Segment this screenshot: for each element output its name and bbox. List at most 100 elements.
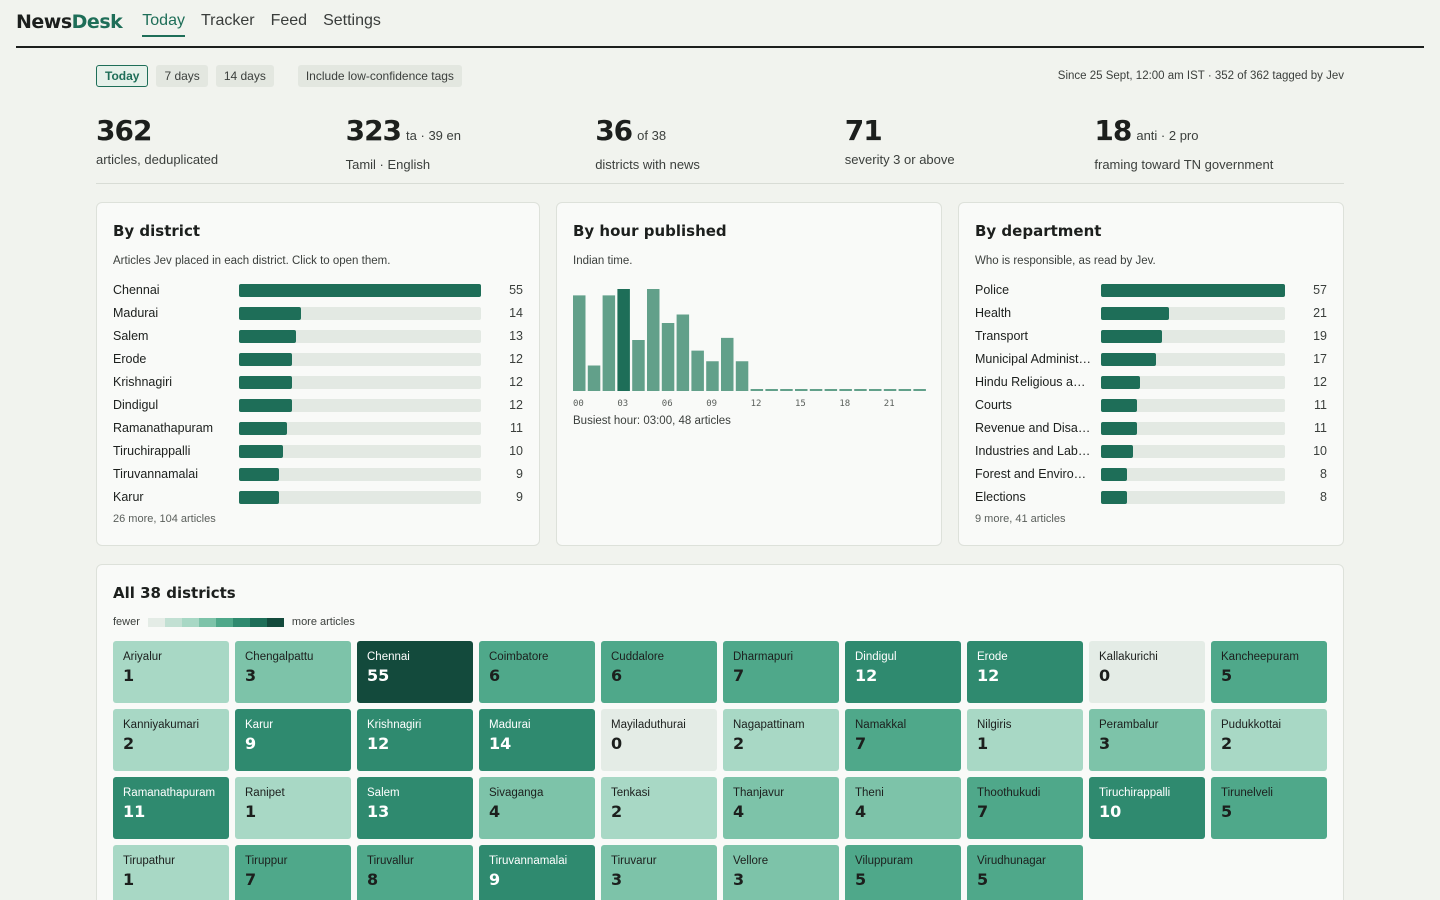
district-tile[interactable]: Kancheepuram 5 xyxy=(1211,641,1327,703)
district-tile[interactable]: Dharmapuri 7 xyxy=(723,641,839,703)
hour-bar[interactable] xyxy=(765,389,778,391)
low-confidence-toggle[interactable]: Include low-confidence tags xyxy=(297,65,462,87)
hour-bar[interactable] xyxy=(691,350,704,391)
hour-bar[interactable] xyxy=(573,295,586,391)
more-districts-link[interactable]: 26 more, 104 articles xyxy=(113,513,216,525)
department-row[interactable]: Revenue and Disas… 11 xyxy=(975,419,1327,437)
range-chip-today[interactable]: Today xyxy=(96,65,149,87)
hour-bar[interactable] xyxy=(824,389,838,391)
hour-bar[interactable] xyxy=(617,289,630,391)
department-row[interactable]: Municipal Administ… 17 xyxy=(975,350,1327,368)
district-tile[interactable]: Tiruvallur 8 xyxy=(357,845,473,900)
hour-bar[interactable] xyxy=(795,389,808,391)
hour-bar[interactable] xyxy=(676,314,690,392)
hour-bar[interactable] xyxy=(780,389,793,391)
district-tile[interactable]: Chennai 55 xyxy=(357,641,473,703)
district-tile-name: Ramanathapuram xyxy=(123,787,216,799)
nav-tab-today[interactable]: Today xyxy=(142,12,185,37)
district-tile[interactable]: Viluppuram 5 xyxy=(845,845,961,900)
district-tile[interactable]: Erode 12 xyxy=(967,641,1083,703)
district-tile[interactable]: Madurai 14 xyxy=(479,709,595,771)
hour-bar[interactable] xyxy=(809,389,823,391)
hour-bar[interactable] xyxy=(721,337,734,391)
district-tile[interactable]: Ramanathapuram 11 xyxy=(113,777,229,839)
district-tile[interactable]: Mayiladuthurai 0 xyxy=(601,709,717,771)
district-tile[interactable]: Pudukkottai 2 xyxy=(1211,709,1327,771)
district-tile[interactable]: Tenkasi 2 xyxy=(601,777,717,839)
district-tile[interactable]: Cuddalore 6 xyxy=(601,641,717,703)
district-tile[interactable]: Perambalur 3 xyxy=(1089,709,1205,771)
district-row[interactable]: Ramanathapuram 11 xyxy=(113,419,523,437)
district-tile[interactable]: Dindigul 12 xyxy=(845,641,961,703)
hour-bar[interactable] xyxy=(661,323,675,391)
district-tile[interactable]: Vellore 3 xyxy=(723,845,839,900)
district-tile[interactable]: Tiruvarur 3 xyxy=(601,845,717,900)
nav-tab-tracker[interactable]: Tracker xyxy=(200,12,255,29)
district-tile[interactable]: Virudhunagar 5 xyxy=(967,845,1083,900)
nav-tab-settings[interactable]: Settings xyxy=(323,12,381,29)
district-row[interactable]: Erode 12 xyxy=(113,350,523,368)
hour-bar[interactable] xyxy=(883,389,897,391)
district-tile[interactable]: Coimbatore 6 xyxy=(479,641,595,703)
hour-bar[interactable] xyxy=(839,389,852,391)
district-row[interactable]: Dindigul 12 xyxy=(113,396,523,414)
stat-sub: anti · 2 pro xyxy=(1136,128,1199,143)
district-tile-count: 14 xyxy=(489,734,512,753)
department-row[interactable]: Forest and Environ… 8 xyxy=(975,465,1327,483)
district-tile[interactable]: Thoothukudi 7 xyxy=(967,777,1083,839)
district-tile[interactable]: Sivaganga 4 xyxy=(479,777,595,839)
district-tile[interactable]: Krishnagiri 12 xyxy=(357,709,473,771)
nav-tab-feed[interactable]: Feed xyxy=(270,12,308,29)
district-tile[interactable]: Tirunelveli 5 xyxy=(1211,777,1327,839)
hour-bar[interactable] xyxy=(854,389,867,391)
hour-bar[interactable] xyxy=(587,365,601,392)
hour-bar[interactable] xyxy=(869,389,882,391)
district-tile[interactable]: Tiruchirappalli 10 xyxy=(1089,777,1205,839)
app-logo[interactable]: NewsDesk xyxy=(16,11,123,33)
district-row[interactable]: Karur 9 xyxy=(113,488,523,506)
hour-bar[interactable] xyxy=(750,389,764,391)
department-row[interactable]: Elections 8 xyxy=(975,488,1327,506)
hour-bar[interactable] xyxy=(913,389,926,391)
district-row[interactable]: Chennai 55 xyxy=(113,281,523,299)
district-tile[interactable]: Chengalpattu 3 xyxy=(235,641,351,703)
district-row[interactable]: Krishnagiri 12 xyxy=(113,373,523,391)
hour-bar[interactable] xyxy=(602,295,616,391)
district-tile[interactable]: Karur 9 xyxy=(235,709,351,771)
hour-tick-label: 00 xyxy=(573,399,584,409)
district-tile-count: 0 xyxy=(611,734,623,753)
district-tile[interactable]: Thanjavur 4 xyxy=(723,777,839,839)
hour-bar[interactable] xyxy=(735,361,749,391)
district-tile[interactable]: Tirupathur 1 xyxy=(113,845,229,900)
district-tile[interactable]: Kallakurichi 0 xyxy=(1089,641,1205,703)
range-chip-14-days[interactable]: 14 days xyxy=(215,65,274,87)
district-row[interactable]: Salem 13 xyxy=(113,327,523,345)
district-tile[interactable]: Tiruppur 7 xyxy=(235,845,351,900)
district-tile-count: 13 xyxy=(367,802,390,821)
district-row[interactable]: Tiruchirappalli 10 xyxy=(113,442,523,460)
card-title: By department xyxy=(975,222,1102,240)
district-tile[interactable]: Salem 13 xyxy=(357,777,473,839)
district-tile[interactable]: Kanniyakumari 2 xyxy=(113,709,229,771)
hour-bar[interactable] xyxy=(898,389,912,391)
department-row[interactable]: Transport 19 xyxy=(975,327,1327,345)
district-tile[interactable]: Tiruvannamalai 9 xyxy=(479,845,595,900)
hour-bar[interactable] xyxy=(632,340,645,391)
department-row[interactable]: Police 57 xyxy=(975,281,1327,299)
district-tile[interactable]: Theni 4 xyxy=(845,777,961,839)
department-row[interactable]: Industries and Lab… 10 xyxy=(975,442,1327,460)
department-row[interactable]: Health 21 xyxy=(975,304,1327,322)
district-tile[interactable]: Nagapattinam 2 xyxy=(723,709,839,771)
district-tile[interactable]: Ariyalur 1 xyxy=(113,641,229,703)
department-row[interactable]: Hindu Religious an… 12 xyxy=(975,373,1327,391)
hour-bar[interactable] xyxy=(706,361,719,391)
district-row[interactable]: Tiruvannamalai 9 xyxy=(113,465,523,483)
district-row[interactable]: Madurai 14 xyxy=(113,304,523,322)
hour-bar[interactable] xyxy=(647,289,660,391)
range-chip-7-days[interactable]: 7 days xyxy=(156,65,208,87)
district-tile[interactable]: Namakkal 7 xyxy=(845,709,961,771)
district-tile[interactable]: Nilgiris 1 xyxy=(967,709,1083,771)
more-departments-link[interactable]: 9 more, 41 articles xyxy=(975,513,1066,525)
department-row[interactable]: Courts 11 xyxy=(975,396,1327,414)
district-tile[interactable]: Ranipet 1 xyxy=(235,777,351,839)
